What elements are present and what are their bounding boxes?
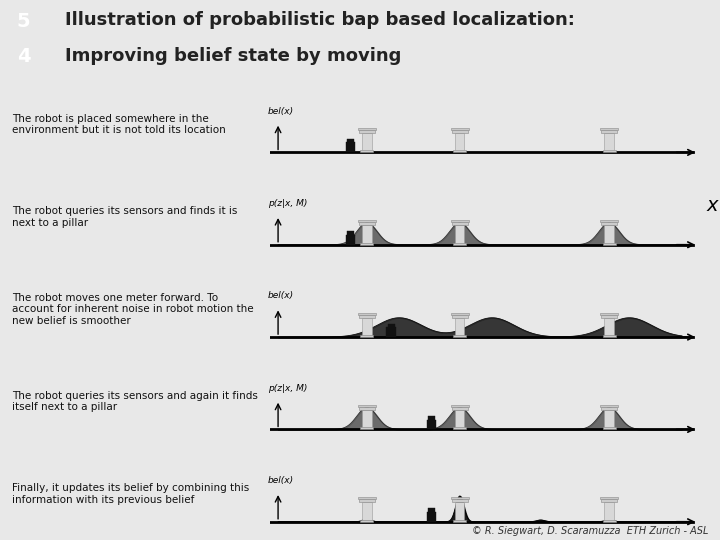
Text: Illustration of probabilistic bap based localization:: Illustration of probabilistic bap based … — [65, 11, 575, 29]
Text: 5: 5 — [17, 12, 30, 31]
Text: $x$: $x$ — [706, 195, 720, 215]
Text: The robot moves one meter forward. To
account for inherent noise in robot motion: The robot moves one meter forward. To ac… — [12, 293, 254, 326]
Text: bel(x): bel(x) — [268, 106, 294, 116]
Text: © R. Siegwart, D. Scaramuzza  ETH Zurich - ASL: © R. Siegwart, D. Scaramuzza ETH Zurich … — [472, 525, 708, 536]
Text: The robot is placed somewhere in the
environment but it is not told its location: The robot is placed somewhere in the env… — [12, 114, 226, 136]
Text: The robot queries its sensors and again it finds
itself next to a pillar: The robot queries its sensors and again … — [12, 391, 258, 413]
Text: bel(x): bel(x) — [268, 476, 294, 485]
Text: The robot queries its sensors and finds it is
next to a pillar: The robot queries its sensors and finds … — [12, 206, 238, 228]
Text: Improving belief state by moving: Improving belief state by moving — [65, 48, 401, 65]
Text: Finally, it updates its belief by combining this
information with its previous b: Finally, it updates its belief by combin… — [12, 483, 250, 504]
Text: bel(x): bel(x) — [268, 291, 294, 300]
Text: p(z|x, M): p(z|x, M) — [268, 383, 307, 393]
Text: 4: 4 — [17, 47, 30, 66]
Text: p(z|x, M): p(z|x, M) — [268, 199, 307, 208]
